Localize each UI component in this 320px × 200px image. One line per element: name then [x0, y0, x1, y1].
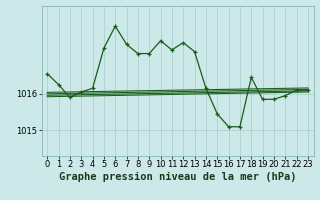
X-axis label: Graphe pression niveau de la mer (hPa): Graphe pression niveau de la mer (hPa)	[59, 172, 296, 182]
